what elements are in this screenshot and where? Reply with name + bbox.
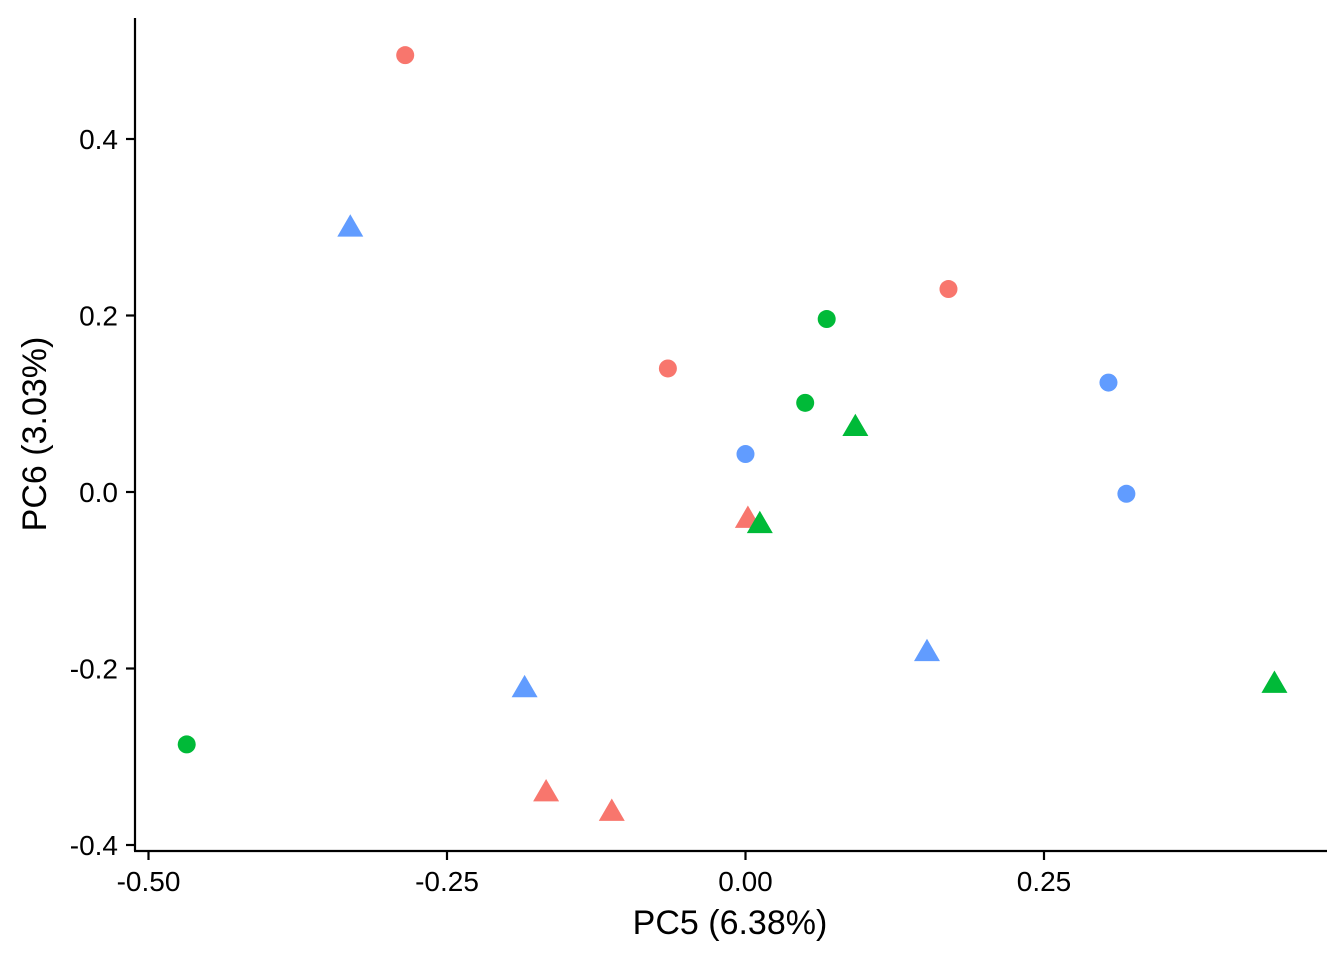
data-point-circle-red [658, 359, 677, 378]
x-tick-label: 0.25 [1017, 866, 1072, 897]
data-point-circle-red [939, 280, 958, 299]
x-axis-ticks: -0.50 -0.25 0.00 0.25 [117, 851, 1072, 897]
x-tick-label: -0.50 [117, 866, 181, 897]
data-point-circle-blue [736, 445, 755, 464]
data-point-triangle-green [842, 413, 869, 437]
data-point-triangle-green [1261, 670, 1288, 693]
data-point-triangle-blue [913, 638, 940, 662]
x-tick-label: -0.25 [415, 866, 479, 897]
data-point-circle-green [817, 310, 836, 329]
x-tick-label: 0.00 [718, 866, 773, 897]
data-point-circle-green [796, 393, 815, 412]
y-tick-label: -0.4 [70, 830, 118, 861]
x-axis-title: PC5 (6.38%) [633, 904, 828, 942]
y-axis-ticks: -0.4 -0.2 0.0 0.2 0.4 [70, 124, 135, 861]
y-tick-label: 0.2 [79, 301, 118, 332]
y-tick-label: -0.2 [70, 654, 118, 685]
data-point-triangle-green [746, 510, 773, 534]
data-point-triangle-blue [511, 674, 538, 698]
y-tick-label: 0.0 [79, 477, 118, 508]
y-tick-label: 0.4 [79, 124, 118, 155]
data-point-circle-blue [1117, 484, 1136, 503]
y-axis-title: PC6 (3.03%) [16, 337, 54, 532]
data-point-triangle-blue [337, 214, 364, 237]
data-point-triangle-red [598, 798, 625, 821]
points-layer [177, 46, 1288, 821]
data-point-circle-blue [1099, 373, 1118, 392]
data-point-triangle-red [533, 779, 560, 802]
data-point-circle-red [396, 46, 415, 65]
data-point-circle-green [177, 735, 196, 754]
